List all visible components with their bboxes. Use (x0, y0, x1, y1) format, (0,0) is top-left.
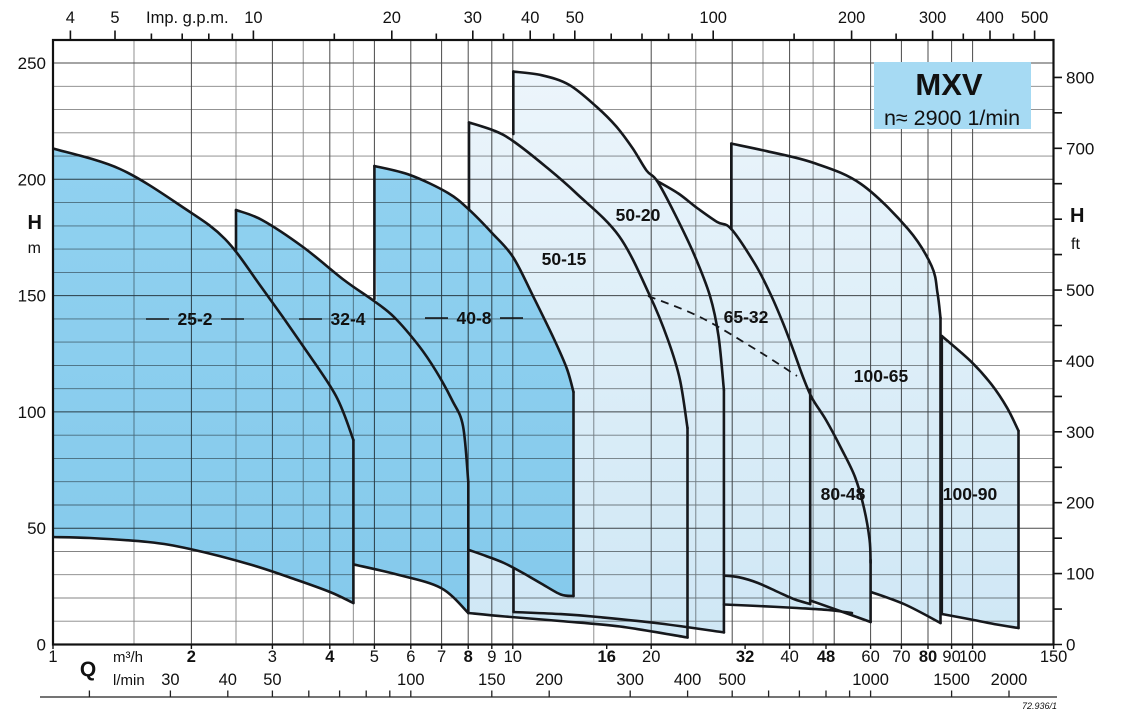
svg-text:9: 9 (487, 648, 496, 666)
svg-text:l/min: l/min (113, 672, 145, 689)
svg-text:30: 30 (161, 671, 179, 689)
svg-text:150: 150 (478, 671, 506, 689)
svg-text:65-32: 65-32 (724, 307, 769, 327)
svg-text:50-20: 50-20 (616, 205, 661, 225)
svg-text:60: 60 (861, 648, 879, 666)
svg-text:ft: ft (1071, 236, 1080, 253)
svg-text:4: 4 (325, 648, 335, 666)
svg-text:m³/h: m³/h (113, 649, 143, 666)
svg-text:200: 200 (1066, 494, 1094, 513)
svg-text:100: 100 (397, 671, 425, 689)
svg-text:0: 0 (37, 636, 46, 655)
svg-text:700: 700 (1066, 139, 1094, 158)
svg-text:400: 400 (976, 9, 1004, 27)
svg-text:4: 4 (66, 9, 75, 27)
svg-text:2: 2 (187, 648, 196, 666)
svg-text:100: 100 (959, 648, 987, 666)
svg-text:50: 50 (27, 519, 46, 538)
svg-text:40-8: 40-8 (456, 308, 491, 328)
svg-text:500: 500 (718, 671, 746, 689)
svg-text:400: 400 (1066, 352, 1094, 371)
svg-text:8: 8 (464, 648, 473, 666)
svg-text:16: 16 (598, 648, 616, 666)
svg-text:48: 48 (817, 648, 835, 666)
svg-text:100: 100 (699, 9, 727, 27)
svg-text:32: 32 (736, 648, 754, 666)
svg-text:10: 10 (244, 9, 262, 27)
svg-text:300: 300 (919, 9, 947, 27)
svg-text:500: 500 (1021, 9, 1049, 27)
svg-text:n≈ 2900 1/min: n≈ 2900 1/min (884, 106, 1020, 130)
svg-text:50: 50 (566, 9, 584, 27)
svg-text:100-65: 100-65 (854, 366, 909, 386)
svg-text:MXV: MXV (915, 67, 983, 102)
svg-text:300: 300 (1066, 423, 1094, 442)
svg-text:2000: 2000 (991, 671, 1028, 689)
svg-text:50: 50 (263, 671, 281, 689)
svg-text:5: 5 (370, 648, 379, 666)
svg-text:1000: 1000 (852, 671, 889, 689)
svg-text:150: 150 (1040, 648, 1068, 666)
svg-text:500: 500 (1066, 281, 1094, 300)
svg-text:m: m (28, 240, 41, 257)
svg-text:200: 200 (838, 9, 866, 27)
svg-text:300: 300 (616, 671, 644, 689)
svg-text:100-90: 100-90 (943, 484, 998, 504)
svg-text:800: 800 (1066, 68, 1094, 87)
svg-text:100: 100 (18, 403, 46, 422)
svg-text:72.936/1: 72.936/1 (1022, 701, 1057, 711)
svg-text:5: 5 (110, 9, 119, 27)
svg-text:Q: Q (80, 658, 96, 681)
svg-text:50-15: 50-15 (542, 249, 587, 269)
svg-text:6: 6 (406, 648, 415, 666)
svg-text:400: 400 (674, 671, 702, 689)
svg-text:100: 100 (1066, 565, 1094, 584)
svg-text:Imp. g.p.m.: Imp. g.p.m. (146, 9, 229, 27)
svg-text:25-2: 25-2 (177, 309, 212, 329)
svg-text:0: 0 (1066, 636, 1075, 655)
svg-text:70: 70 (892, 648, 910, 666)
svg-text:40: 40 (219, 671, 237, 689)
svg-text:40: 40 (521, 9, 539, 27)
svg-text:7: 7 (437, 648, 446, 666)
svg-text:150: 150 (18, 287, 46, 306)
svg-text:20: 20 (383, 9, 401, 27)
svg-text:3: 3 (268, 648, 277, 666)
svg-text:1500: 1500 (933, 671, 970, 689)
svg-text:80: 80 (919, 648, 937, 666)
svg-text:1: 1 (48, 648, 57, 666)
svg-text:H: H (28, 212, 42, 234)
svg-text:200: 200 (18, 170, 46, 189)
svg-text:H: H (1070, 205, 1084, 227)
svg-text:80-48: 80-48 (821, 484, 866, 504)
svg-text:90: 90 (942, 648, 960, 666)
svg-text:30: 30 (464, 9, 482, 27)
svg-text:40: 40 (780, 648, 798, 666)
svg-text:10: 10 (504, 648, 522, 666)
svg-text:250: 250 (18, 54, 46, 73)
svg-text:200: 200 (535, 671, 563, 689)
svg-text:20: 20 (642, 648, 660, 666)
svg-text:32-4: 32-4 (330, 309, 365, 329)
